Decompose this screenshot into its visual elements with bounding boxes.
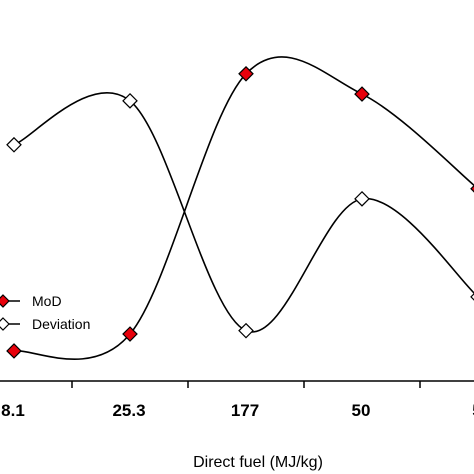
legend-label-deviation: Deviation (32, 316, 90, 332)
legend-item-deviation: Deviation (0, 316, 90, 332)
legend: MoD Deviation (0, 293, 90, 332)
marker-mod-2 (238, 65, 254, 82)
marker-mod-0 (6, 343, 22, 359)
legend-item-mod: MoD (0, 293, 62, 309)
marker-deviation-3 (354, 191, 370, 207)
marker-mod-4 (470, 184, 474, 193)
legend-marker-deviation (0, 317, 10, 331)
plot-area: 8.1 25.3 177 50 5 (0, 56, 474, 420)
x-axis-title: Direct fuel (MJ/kg) (193, 454, 323, 471)
series-line-mod (13, 56, 474, 360)
marker-deviation-1 (122, 92, 138, 109)
marker-deviation-0 (6, 136, 22, 153)
legend-label-mod: MoD (32, 293, 62, 309)
marker-deviation-2 (238, 322, 254, 339)
x-axis-ticks (71, 381, 421, 388)
x-tick-label-0: 8.1 (1, 401, 25, 420)
x-tick-label-4: 5 (472, 401, 474, 420)
series-line-deviation (13, 92, 474, 333)
series-markers (6, 65, 474, 359)
marker-deviation-4 (470, 293, 474, 301)
marker-mod-3 (354, 86, 370, 102)
x-tick-label-1: 25.3 (112, 401, 145, 420)
x-tick-label-3: 50 (352, 401, 371, 420)
x-axis-tick-labels: 8.1 25.3 177 50 5 (1, 401, 474, 420)
legend-marker-mod (0, 294, 10, 308)
marker-mod-1 (122, 326, 138, 342)
x-tick-label-2: 177 (231, 401, 259, 420)
series-lines (13, 56, 474, 360)
